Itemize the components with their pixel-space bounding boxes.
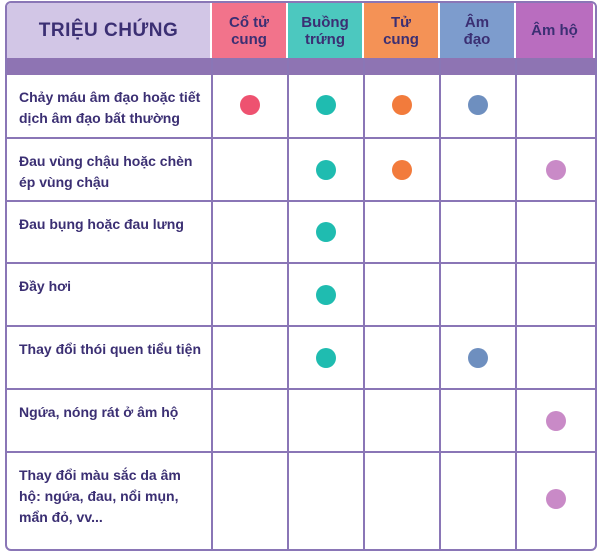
column-divider [287,58,289,549]
vulva-indicator-dot [545,410,566,431]
vulva-indicator-dot [545,159,566,180]
symptom-label: Thay đổi thói quen tiểu tiện [19,341,201,357]
table-row: Đau bụng hoặc đau lưng [7,200,595,262]
table-row: Chảy máu âm đạo hoặc tiết dịch âm đạo bấ… [7,75,595,137]
header-title: TRIỆU CHỨNG [38,20,179,41]
column-divider [363,58,365,549]
header-ovary-label: Buồng trứng [301,13,349,48]
header-vagina-cell: Âm đạo [440,3,516,58]
symptom-label: Đau vùng chậu hoặc chèn ép vùng chậu [19,153,193,190]
symptom-label: Chảy máu âm đạo hoặc tiết dịch âm đạo bấ… [19,89,201,126]
uterus-indicator-dot [392,159,412,180]
uterus-indicator-dot [392,95,412,115]
header-cervix-label: Cổ tử cung [228,13,270,48]
header-vulva-label: Âm hộ [531,22,578,39]
vagina-indicator-dot [468,347,488,368]
header-uterus-label: Tử cung [383,13,419,48]
ovary-indicator-dot [316,222,336,242]
header-ovary-cell: Buồng trứng [288,3,364,58]
ovary-indicator-dot [316,95,336,115]
header-title-cell: TRIỆU CHỨNG [7,3,212,58]
symptom-label: Đau bụng hoặc đau lưng [19,216,184,232]
ovary-indicator-dot [316,159,336,180]
table-row: Thay đổi màu sắc da âm hộ: ngứa, đau, nổ… [7,451,595,545]
symptom-label: Ngứa, nóng rát ở âm hộ [19,404,179,420]
ovary-indicator-dot [316,284,336,305]
symptom-label: Thay đổi màu sắc da âm hộ: ngứa, đau, nổ… [19,467,181,525]
table-row: Đầy hơi [7,262,595,325]
header-divider-band [7,58,595,75]
cervix-indicator-dot [240,95,260,115]
header-vulva-cell: Âm hộ [516,3,595,58]
header-uterus-cell: Tử cung [364,3,440,58]
symptom-table: TRIỆU CHỨNG Cổ tử cung Buồng trứng Tử cung… [5,1,597,551]
column-divider [211,58,213,549]
header-vagina-label: Âm đạo [463,13,491,48]
ovary-indicator-dot [316,347,336,368]
table-row: Ngứa, nóng rát ở âm hộ [7,388,595,451]
column-divider [439,58,441,549]
column-divider [515,58,517,549]
table-row: Thay đổi thói quen tiểu tiện [7,325,595,388]
header-cervix-cell: Cổ tử cung [212,3,288,58]
vulva-indicator-dot [545,489,566,509]
vagina-indicator-dot [468,95,488,115]
table-row: Đau vùng chậu hoặc chèn ép vùng chậu [7,137,595,200]
symptom-label: Đầy hơi [19,278,71,294]
